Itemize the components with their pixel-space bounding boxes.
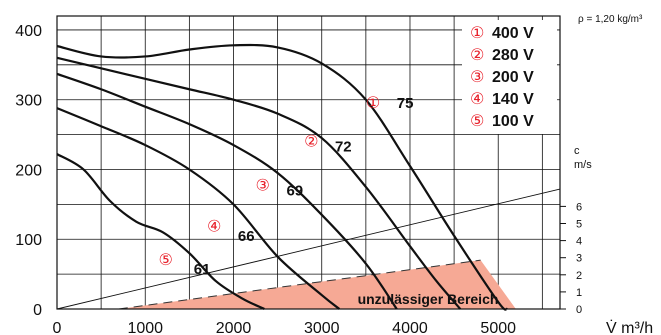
curve-label-4: 66 xyxy=(238,228,255,245)
legend: ① 400 V ② 280 V ③ 200 V ④ 140 V ⑤ 100 V xyxy=(462,20,557,134)
legend-entry-1: 400 V xyxy=(492,25,534,42)
fan-curve-2 xyxy=(56,56,462,310)
x-tick-label: 0 xyxy=(53,320,62,335)
legend-entry-4: 140 V xyxy=(492,91,534,108)
x-tick-label: 4000 xyxy=(392,320,428,335)
velocity-tick-label: 3 xyxy=(576,253,582,265)
plot-frame xyxy=(56,15,561,310)
legend-marker-1: ① xyxy=(470,23,484,42)
fan-curve-3 xyxy=(56,72,398,310)
x-tick-label: 5000 xyxy=(480,320,516,335)
y-tick-label: 300 xyxy=(15,93,42,110)
velocity-tick-label: 4 xyxy=(576,236,582,248)
fan-curve-5 xyxy=(56,153,265,310)
curve-marker-5: ⑤ xyxy=(158,250,172,269)
curve-marker-3: ③ xyxy=(256,176,270,195)
curve-label-3: 69 xyxy=(286,182,303,199)
legend-entry-2: 280 V xyxy=(492,47,534,64)
axis-ticks: 0 1000 2000 3000 4000 5000 0 100 200 300 400 xyxy=(15,23,516,335)
fan-curve-4 xyxy=(56,107,341,310)
legend-box xyxy=(462,20,557,134)
forbidden-zone-edge xyxy=(118,259,481,310)
curve-label-2: 72 xyxy=(335,138,352,155)
legend-entry-5: 100 V xyxy=(492,113,534,130)
curve-label-1: 75 xyxy=(397,95,414,112)
forbidden-zone-label: unzulässiger Bereich xyxy=(358,291,499,307)
y-tick-label: 200 xyxy=(15,162,42,179)
velocity-axis-label: c xyxy=(574,145,580,157)
velocity-axis-unit: m/s xyxy=(574,159,592,171)
velocity-axis-ticks: 0 1 2 3 4 5 6 xyxy=(560,201,582,316)
velocity-tick-label: 6 xyxy=(576,201,582,213)
fan-curve-1 xyxy=(56,43,508,311)
curve-label-5: 61 xyxy=(194,261,211,278)
curve-marker-4: ④ xyxy=(207,217,221,236)
velocity-tick-label: 1 xyxy=(576,287,582,299)
legend-marker-5: ⑤ xyxy=(470,111,484,130)
velocity-reference-line xyxy=(56,188,561,310)
legend-marker-2: ② xyxy=(470,45,484,64)
y-tick-label: 0 xyxy=(33,302,42,319)
fan-curves: 75 ① 72 ② 69 ③ 66 ④ 61 ⑤ xyxy=(56,43,508,311)
y-tick-label: 100 xyxy=(15,232,42,249)
x-axis-label: V̇ m³/h xyxy=(606,319,653,335)
velocity-tick-label: 0 xyxy=(576,304,582,316)
legend-marker-4: ④ xyxy=(470,89,484,108)
x-tick-label: 2000 xyxy=(216,320,252,335)
x-tick-label: 1000 xyxy=(127,320,163,335)
curve-marker-2: ② xyxy=(304,132,318,151)
velocity-tick-label: 2 xyxy=(576,270,582,282)
curve-marker-1: ① xyxy=(366,93,380,112)
forbidden-zone xyxy=(118,260,516,309)
legend-entry-3: 200 V xyxy=(492,69,534,86)
x-tick-label: 3000 xyxy=(304,320,340,335)
velocity-tick-label: 5 xyxy=(576,219,582,231)
legend-marker-3: ③ xyxy=(470,67,484,86)
y-tick-label: 400 xyxy=(15,23,42,40)
density-note: ρ = 1,20 kg/m³ xyxy=(578,14,643,25)
